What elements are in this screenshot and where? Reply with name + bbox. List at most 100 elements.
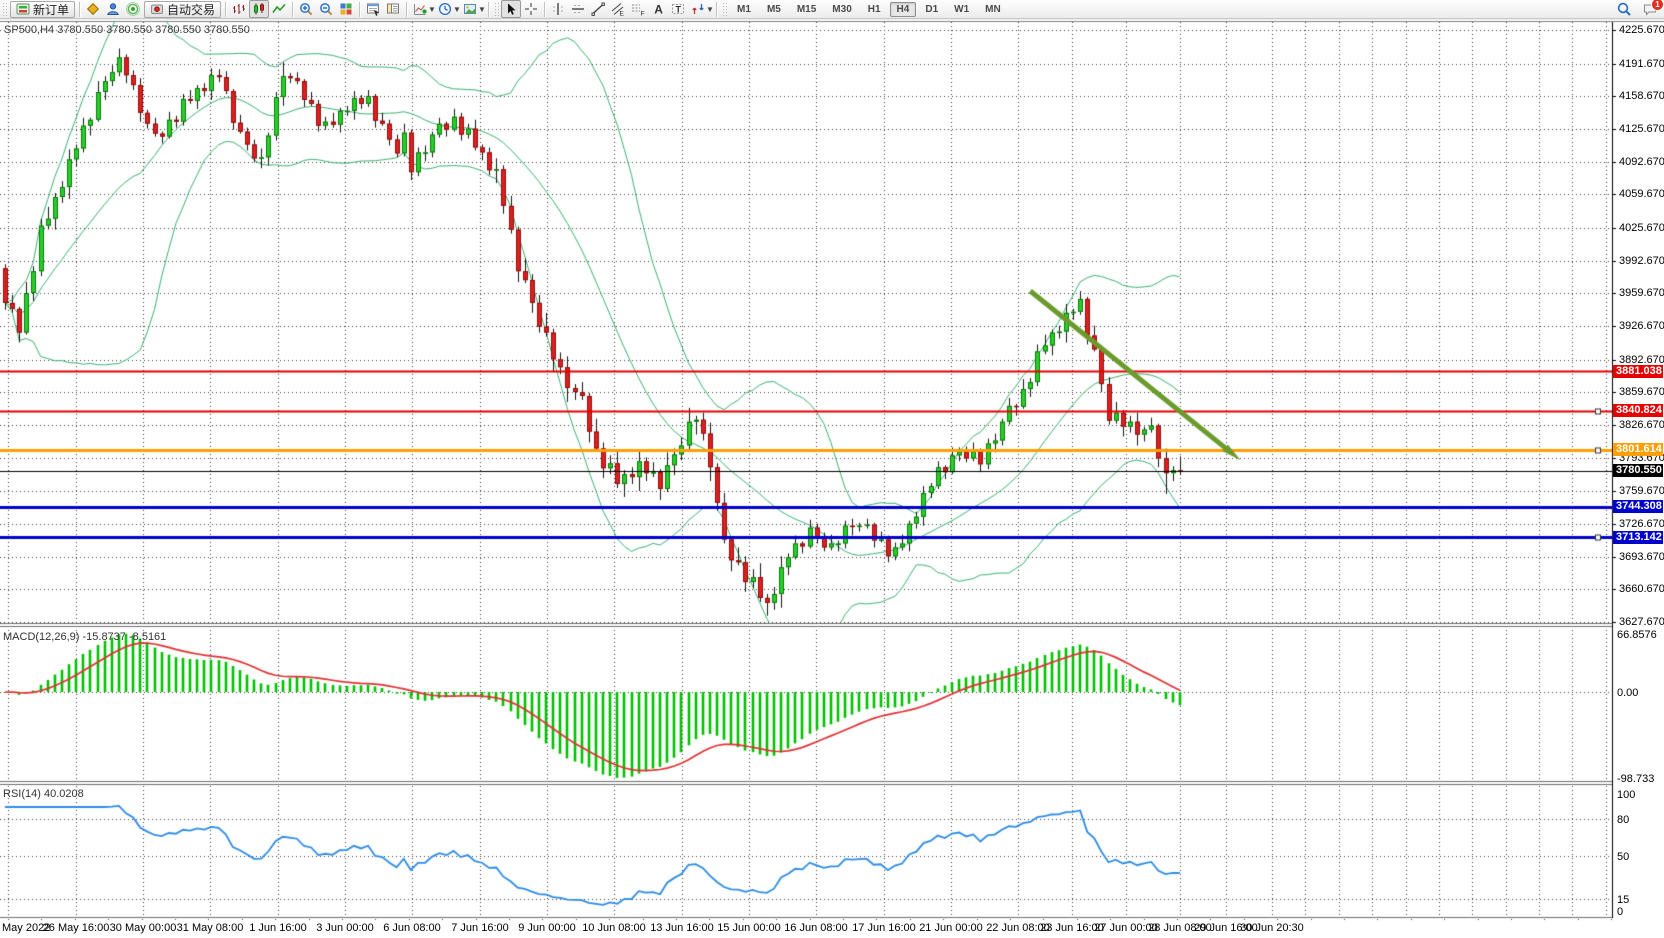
rsi-scale-label: 50 [1617,850,1630,863]
price-tick-label: 3992.670 [1619,254,1664,267]
time-label: 17 Jun 16:00 [852,922,916,934]
timeframe-M1-button[interactable]: M1 [737,3,751,15]
text-label-icon[interactable]: T [668,0,688,18]
time-label: 7 Jun 16:00 [451,922,509,934]
time-label: 1 Jun 16:00 [249,922,307,934]
timeframe-H4-button[interactable]: H4 [889,1,917,17]
zoom-in-icon[interactable] [296,0,316,18]
toolbar-grip[interactable] [722,2,728,16]
horizontal-line-icon[interactable] [568,0,588,18]
auto-trading-button[interactable]: 自动交易 [144,0,222,18]
line-chart-icon[interactable] [269,0,289,18]
time-label: 23 Jun 16:00 [1040,922,1104,934]
price-tick-label: 4125.670 [1619,122,1664,135]
toolbar-separator [225,1,227,17]
navigator-icon[interactable] [383,0,403,18]
data-window-icon[interactable] [363,0,383,18]
timeframe-H1-button[interactable]: H1 [867,3,881,15]
rsi-indicator-label: RSI(14) 40.0208 [3,788,84,800]
crosshair-icon[interactable] [521,0,541,18]
macd-scale-label: 66.8576 [1617,628,1657,641]
time-label: 30 Jun 20:30 [1240,922,1304,934]
timeframe-M15-button[interactable]: M15 [796,3,817,15]
svg-text:E: E [620,11,625,17]
toolbar-separator [716,1,718,17]
dropdown-caret-icon[interactable]: ▼ [428,4,436,14]
time-label: 13 Jun 16:00 [650,922,714,934]
zoom-out-icon[interactable] [316,0,336,18]
search-icon[interactable] [1614,0,1634,18]
time-label: 28 Jun 08:00 [1148,922,1212,934]
price-line-badge: 3744.308 [1613,500,1663,514]
rsi-name: RSI(14) [3,788,41,800]
rsi-scale-label: 0 [1617,906,1624,918]
vertical-line-icon[interactable] [548,0,568,18]
price-tick-label: 3892.670 [1619,353,1664,366]
timeframe-M30-button[interactable]: M30 [832,3,852,15]
tile-windows-icon[interactable] [336,0,356,18]
price-tick-label: 4059.670 [1619,188,1664,201]
time-label: May 2022 [2,922,51,934]
time-label: 3 Jun 00:00 [316,922,374,934]
signals-icon[interactable] [123,0,143,18]
timeframe-W1-button[interactable]: W1 [954,3,970,15]
macd-name: MACD(12,26,9) [3,631,80,643]
time-label: 31 May 08:00 [176,922,244,934]
time-label: 21 Jun 00:00 [919,922,983,934]
equidistant-channel-icon[interactable]: E [608,0,628,18]
price-tick-label: 3959.670 [1619,287,1664,300]
price-line-badge: 3801.614 [1613,443,1663,457]
time-label: 9 Jun 00:00 [518,922,576,934]
time-label: 10 Jun 08:00 [582,922,646,934]
price-tick-label: 4092.670 [1619,155,1664,168]
dropdown-caret-icon[interactable]: ▼ [478,4,486,14]
candlestick-chart-icon[interactable] [249,0,270,18]
timeframe-M5-button[interactable]: M5 [766,3,781,15]
templates-icon[interactable] [460,0,480,18]
fibonacci-icon[interactable]: F [628,0,648,18]
price-line-badge: 3713.142 [1613,530,1663,544]
deposit-icon[interactable] [83,0,103,18]
time-label: 16 Jun 08:00 [784,922,848,934]
macd-signal-value: -8.5161 [128,631,167,643]
bid-price-badge: 3780.550 [1613,464,1663,478]
trendline-icon[interactable] [588,0,608,18]
price-tick-label: 3726.670 [1619,517,1664,530]
rsi-scale-label: 100 [1617,789,1636,801]
dropdown-caret-icon[interactable]: ▼ [706,4,714,14]
price-tick-label: 4225.670 [1619,23,1664,36]
chart-title: SP500,H4 3780.550 3780.550 3780.550 3780… [4,24,250,36]
toolbar-separator [79,1,81,17]
toolbar-separator [544,1,546,17]
toolbar-separator [406,1,408,17]
svg-text:A: A [654,3,663,17]
timeframe-D1-button[interactable]: D1 [925,3,939,15]
timeframe-MN-button[interactable]: MN [985,3,1001,15]
price-tick-label: 3660.670 [1619,583,1664,596]
toolbar-grip[interactable] [494,2,500,16]
price-line-badge: 3840.824 [1613,404,1663,418]
arrows-icon[interactable] [688,0,708,18]
cursor-icon[interactable] [501,0,522,18]
periods-icon[interactable] [435,0,455,18]
svg-text:F: F [641,11,645,17]
price-tick-label: 4191.670 [1619,57,1664,70]
dropdown-caret-icon[interactable]: ▼ [453,4,461,14]
toolbar-right: 1 [1614,0,1664,18]
text-icon[interactable]: A [648,0,668,18]
price-line-badge: 3881.038 [1613,364,1663,378]
time-label: 29 Jun 16:00 [1194,922,1258,934]
community-icon[interactable] [103,0,123,18]
time-label: 27 Jun 00:00 [1094,922,1158,934]
indicators-icon[interactable] [410,0,430,18]
price-tick-label: 3826.670 [1619,418,1664,431]
toolbar-grip[interactable] [2,2,7,16]
toolbar-separator [488,1,490,17]
bar-chart-icon[interactable] [229,0,249,18]
macd-scale-label: 0.00 [1617,687,1639,699]
chat-icon[interactable]: 1 [1640,0,1664,18]
time-label: 22 Jun 08:00 [986,922,1050,934]
new-order-button[interactable]: 新订单 [10,0,76,18]
